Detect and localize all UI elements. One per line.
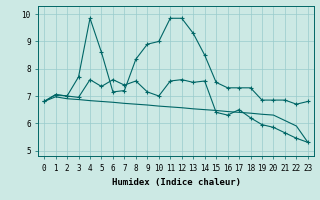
X-axis label: Humidex (Indice chaleur): Humidex (Indice chaleur) [111,178,241,187]
